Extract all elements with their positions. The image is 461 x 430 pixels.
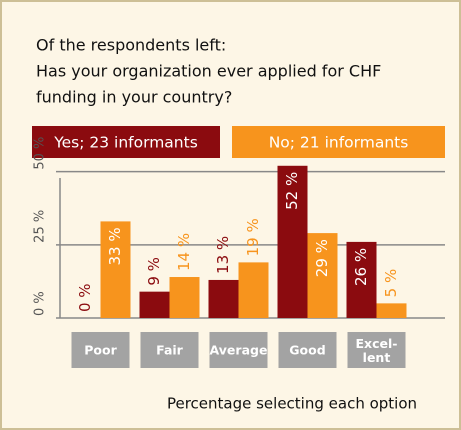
- value-label: 29 %: [313, 239, 331, 277]
- bar: [238, 262, 269, 318]
- value-label: 13 %: [214, 236, 232, 274]
- value-label: 5 %: [382, 269, 400, 298]
- x-tick-label: Excel-lent: [356, 336, 398, 365]
- value-label: 52 %: [283, 172, 301, 210]
- chart-title: Of the respondents left:: [36, 36, 226, 55]
- y-tick-label: 50 %: [33, 137, 48, 170]
- x-tick-label: Good: [289, 343, 325, 358]
- y-tick-label: 25 %: [33, 210, 48, 243]
- category-box: [347, 332, 406, 368]
- x-tick-label: Average: [210, 343, 268, 358]
- bar: [169, 277, 200, 318]
- legend-swatch: [232, 126, 445, 158]
- bar: [307, 233, 338, 318]
- chart-title: funding in your country?: [36, 88, 232, 107]
- category-box: [278, 332, 337, 368]
- value-label: 0 %: [76, 283, 94, 312]
- bar: [277, 165, 308, 318]
- value-label: 14 %: [175, 233, 193, 271]
- value-label: 26 %: [352, 248, 370, 286]
- bar: [100, 221, 131, 318]
- value-label: 33 %: [106, 227, 124, 265]
- legend-label: No; 21 informants: [269, 134, 409, 152]
- bar: [139, 291, 170, 318]
- legend-swatch: [32, 126, 220, 158]
- category-box: [140, 332, 199, 368]
- bar: [208, 279, 239, 318]
- chart-title: Has your organization ever applied for C…: [36, 62, 381, 81]
- y-tick-label: 0 %: [33, 291, 48, 316]
- x-tick-label: Fair: [156, 343, 184, 358]
- category-box: [71, 332, 130, 368]
- x-axis-label: Percentage selecting each option: [167, 395, 417, 413]
- category-box: [209, 332, 268, 368]
- bar: [346, 241, 377, 318]
- bar: [376, 303, 407, 318]
- legend-label: Yes; 23 informants: [53, 134, 198, 152]
- x-tick-label: Poor: [84, 343, 117, 358]
- value-label: 9 %: [145, 257, 163, 286]
- value-label: 19 %: [244, 218, 262, 256]
